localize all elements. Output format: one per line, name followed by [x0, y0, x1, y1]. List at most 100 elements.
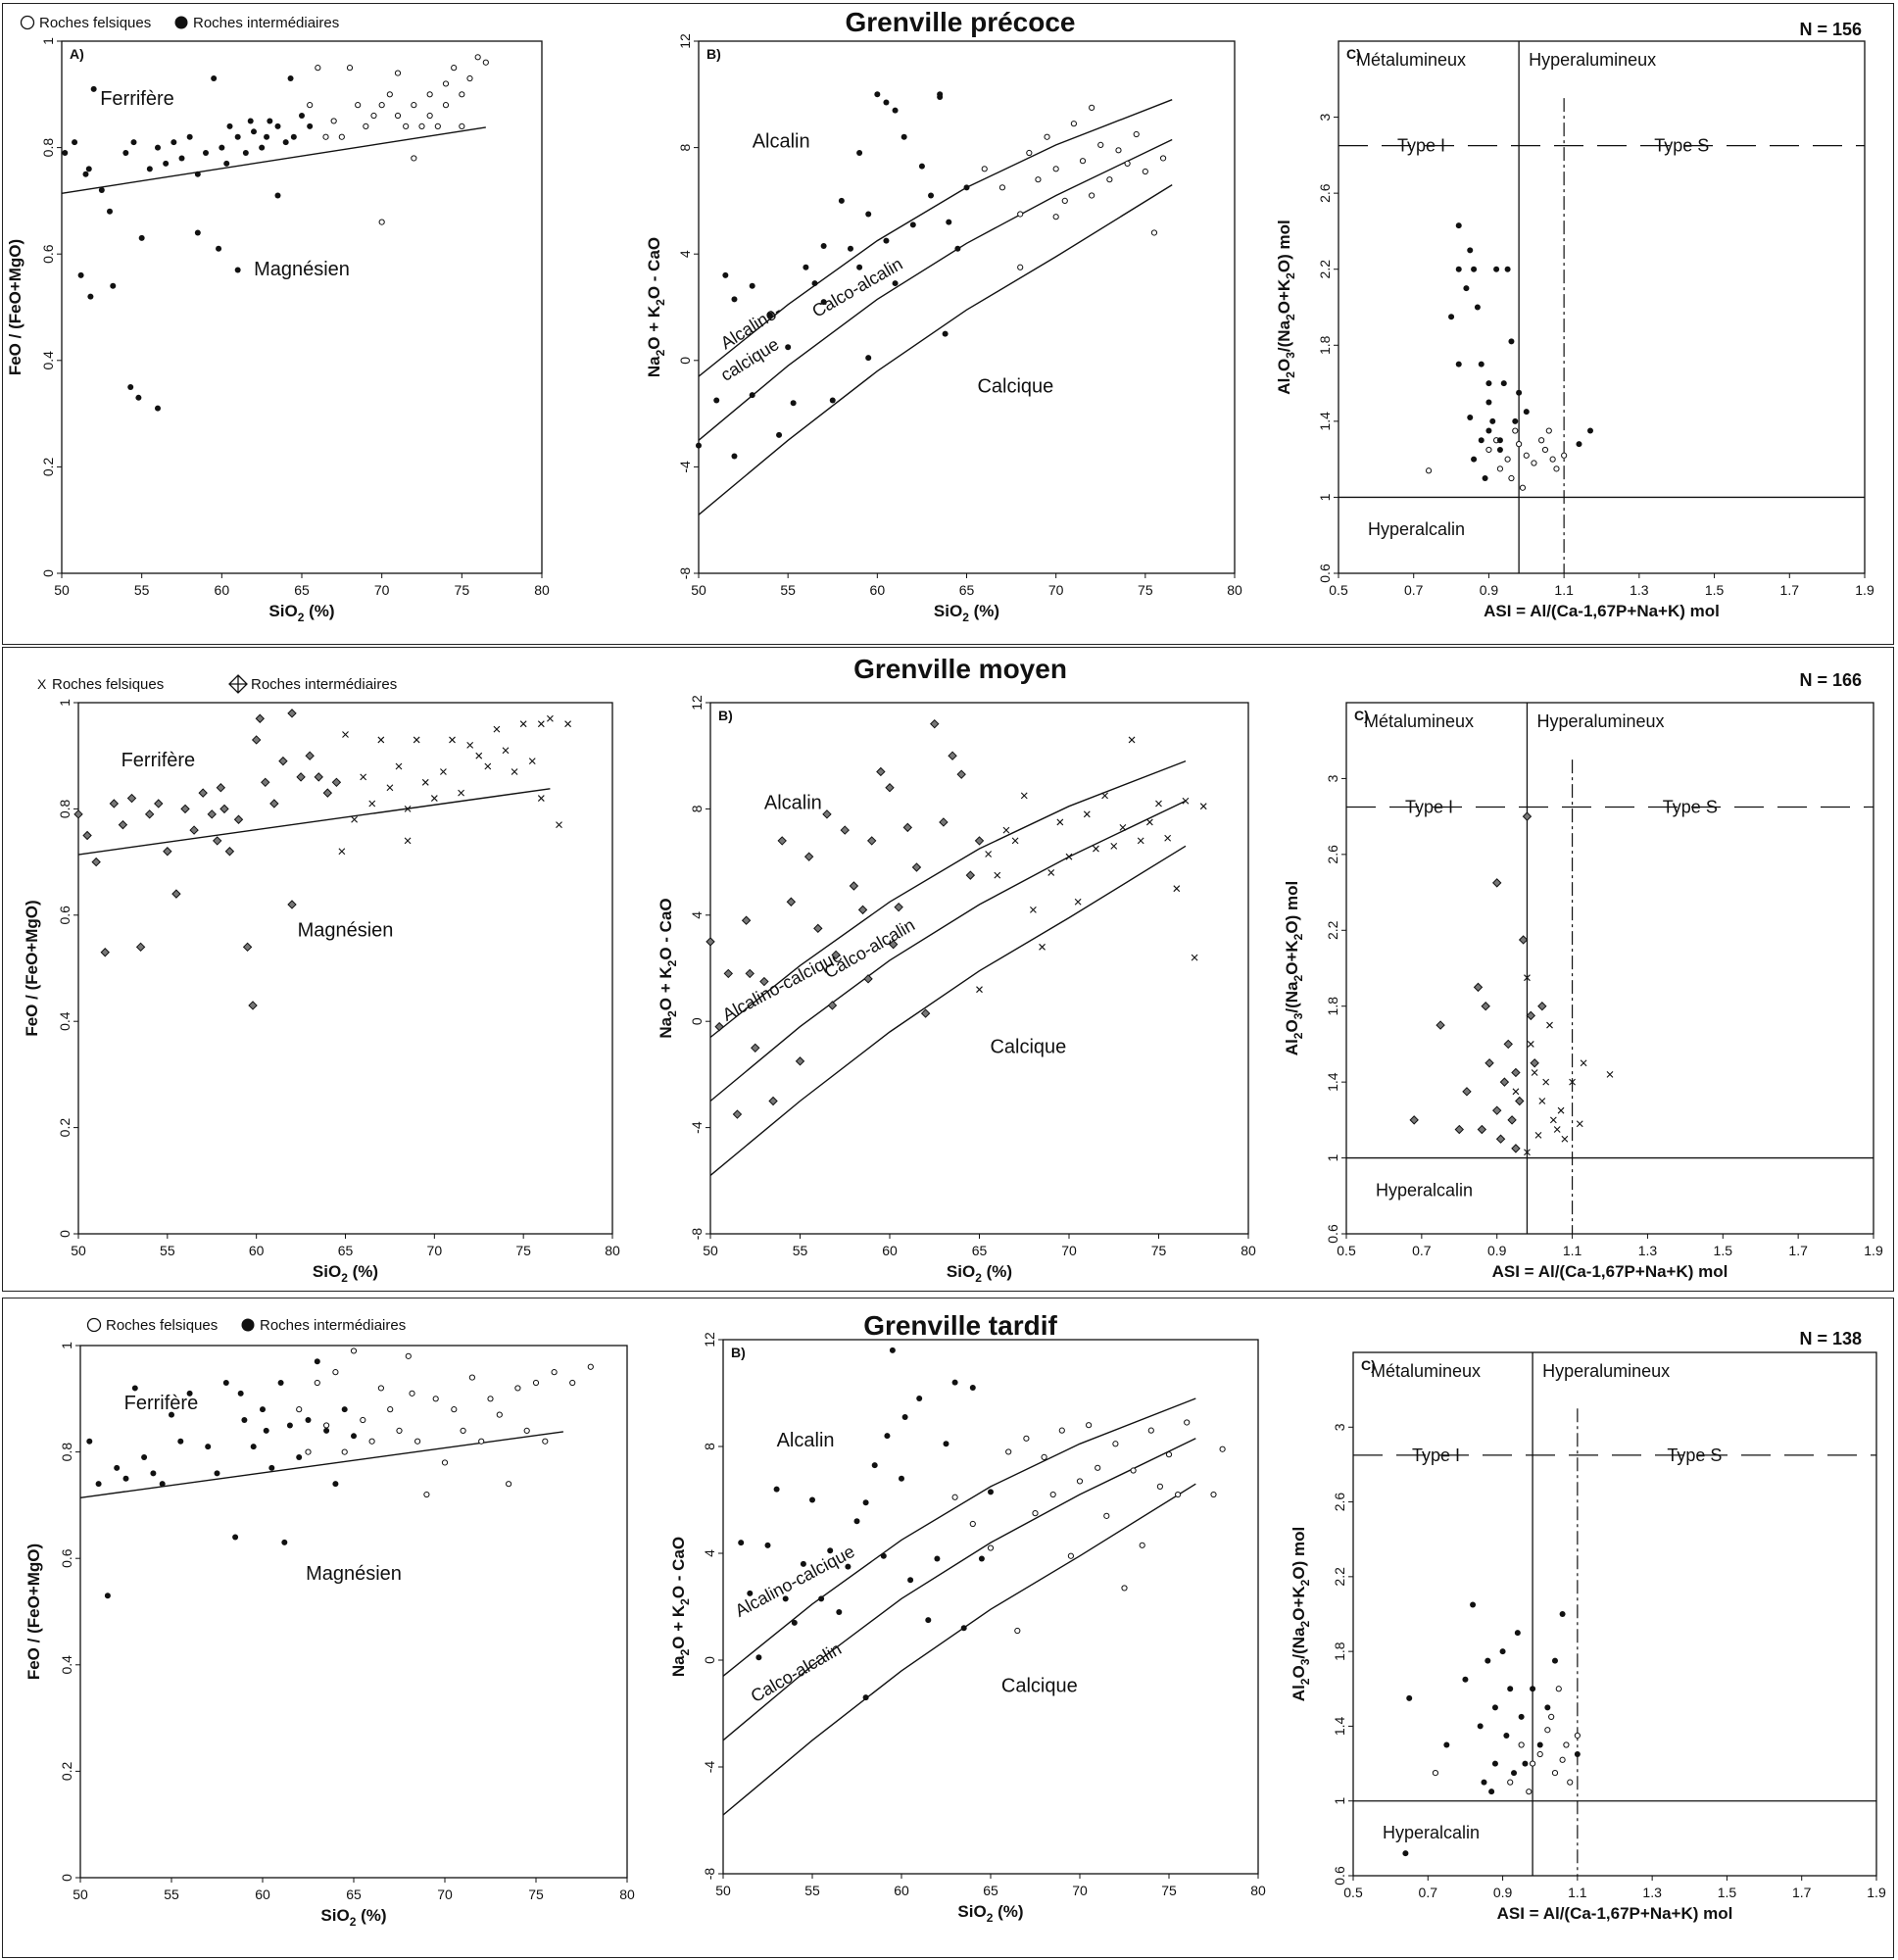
data-point-intermediate	[1470, 1601, 1477, 1608]
x-tick-label: 0.7	[1412, 1243, 1432, 1258]
x-tick-label: 65	[959, 582, 975, 598]
x-tick-label: 70	[437, 1886, 453, 1902]
x-axis-label-precoce-a-part: (%)	[304, 602, 334, 620]
x-tick-label: 75	[1151, 1243, 1167, 1258]
data-point-felsic	[551, 1369, 558, 1376]
data-point-intermediate	[866, 836, 877, 846]
data-point-felsic	[587, 1363, 594, 1370]
data-point-intermediate	[163, 847, 172, 857]
data-point-intermediate	[219, 144, 225, 151]
x-axis-label-precoce-b-part: 2	[962, 611, 969, 624]
data-point-felsic	[1155, 800, 1162, 808]
field-label-type-s: Type S	[1663, 797, 1718, 816]
x-tick-label: 75	[1161, 1883, 1177, 1898]
data-point-intermediate	[706, 937, 715, 947]
data-point-felsic	[1093, 845, 1099, 853]
y-axis-label-moyen-b: Na2O + K2O - CaO	[657, 898, 679, 1038]
x-tick-label: 65	[983, 1883, 998, 1898]
data-point-intermediate	[818, 1595, 825, 1602]
data-point-intermediate	[1448, 314, 1455, 320]
data-point-felsic	[1156, 1483, 1164, 1490]
y-tick-label: 0.6	[40, 244, 56, 264]
data-point-felsic	[514, 1385, 521, 1392]
data-point-felsic	[1504, 456, 1511, 463]
data-point-felsic	[542, 1438, 549, 1445]
y-tick-label: 2.2	[1317, 260, 1333, 279]
data-point-intermediate	[299, 113, 305, 120]
data-point-intermediate	[1516, 389, 1523, 396]
data-point-intermediate	[323, 1427, 330, 1434]
plot-label-precoce-c: C)	[1346, 46, 1361, 62]
data-point-felsic	[1159, 155, 1167, 162]
data-point-intermediate	[274, 192, 281, 199]
data-point-intermediate	[211, 75, 218, 82]
data-point-felsic	[1061, 197, 1068, 204]
data-point-intermediate	[865, 211, 872, 218]
data-point-felsic	[951, 1494, 958, 1500]
y-tick-label: -8	[689, 1228, 705, 1241]
y-tick-label: 0.6	[1317, 564, 1333, 583]
data-point-intermediate	[62, 150, 69, 157]
data-point-intermediate	[100, 948, 110, 957]
data-point-intermediate	[127, 383, 134, 390]
data-point-felsic	[1523, 452, 1530, 459]
data-point-felsic	[405, 1352, 412, 1359]
plot-frame-tardif-c	[1352, 1351, 1877, 1877]
data-point-felsic	[1067, 1552, 1075, 1559]
data-point-intermediate	[1508, 338, 1515, 345]
data-point-intermediate	[880, 1552, 887, 1559]
x-axis-label-tardif-c: ASI = Al/(Ca-1,67P+Na+K) mol	[1497, 1904, 1733, 1923]
data-point-intermediate	[1484, 1657, 1491, 1664]
y-axis-label-precoce-b-part: Na	[645, 356, 663, 377]
x-tick-label: 70	[427, 1243, 443, 1258]
data-point-intermediate	[1406, 1694, 1413, 1701]
data-point-intermediate	[131, 1385, 138, 1392]
data-point-felsic	[1561, 452, 1568, 459]
data-point-felsic	[426, 91, 433, 98]
calc-alkali-boundary	[698, 184, 1173, 515]
y-tick-label: 0	[57, 1230, 73, 1238]
y-tick-label: 3	[1317, 113, 1333, 121]
data-point-felsic	[976, 986, 983, 994]
y-tick-label: 1.4	[1317, 412, 1333, 431]
data-point-intermediate	[194, 171, 201, 177]
data-point-felsic	[440, 768, 447, 775]
y-axis-label-precoce-c-part: 2	[1284, 371, 1297, 378]
count-label-moyen: N = 166	[1799, 670, 1862, 690]
data-point-felsic	[363, 122, 369, 129]
data-point-intermediate	[219, 804, 229, 814]
data-point-intermediate	[831, 950, 841, 960]
data-point-intermediate	[1473, 982, 1484, 993]
data-point-felsic	[532, 1379, 540, 1387]
data-point-intermediate	[264, 133, 270, 140]
data-point-intermediate	[135, 942, 146, 953]
data-point-felsic	[1496, 466, 1504, 472]
x-tick-label: 60	[882, 1243, 898, 1258]
y-axis-label-precoce-c-part: O) mol	[1275, 220, 1293, 272]
y-tick-label: 1	[57, 699, 73, 707]
data-point-felsic	[315, 65, 321, 72]
data-point-intermediate	[1463, 285, 1470, 292]
data-point-intermediate	[1485, 399, 1492, 406]
x-tick-label: 1.3	[1642, 1885, 1662, 1900]
data-point-intermediate	[341, 1406, 348, 1413]
data-point-felsic	[378, 219, 385, 225]
y-axis-label-moyen-c-part: O) mol	[1283, 881, 1301, 934]
field-label-magnesien: Magnésien	[298, 919, 394, 941]
y-axis-label-moyen-c: Al2O3/(Na2O+K2O) mol	[1283, 881, 1305, 1055]
data-point-intermediate	[827, 1547, 834, 1554]
field-label-ferrifere: Ferrifère	[100, 88, 174, 110]
data-point-intermediate	[1530, 1058, 1539, 1068]
data-point-intermediate	[1491, 1704, 1498, 1711]
x-axis-label-precoce-a-part: SiO	[268, 602, 297, 620]
data-point-intermediate	[847, 245, 853, 252]
data-point-intermediate	[82, 171, 89, 177]
y-tick-label: -4	[702, 1761, 717, 1774]
y-axis-label-moyen-c-part: 2	[1291, 974, 1305, 981]
data-point-felsic	[1142, 168, 1148, 175]
data-point-felsic	[1130, 1467, 1137, 1474]
data-point-intermediate	[314, 772, 323, 782]
field-label-metalumineux: Métalumineux	[1371, 1361, 1481, 1381]
data-point-intermediate	[803, 852, 814, 861]
data-point-intermediate	[216, 245, 222, 252]
